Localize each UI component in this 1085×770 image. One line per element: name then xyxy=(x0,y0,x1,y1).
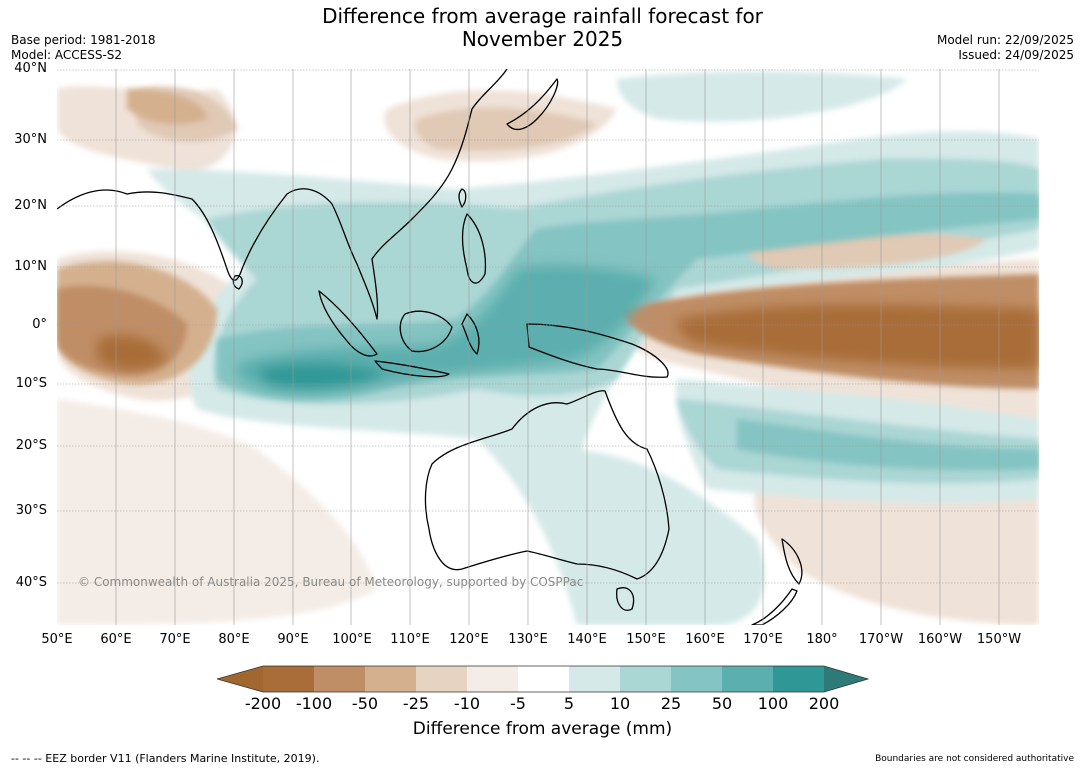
borneo-coast xyxy=(399,310,453,353)
lon-label: 120°E xyxy=(449,632,489,647)
java-coast xyxy=(374,360,450,378)
taiwan-coast xyxy=(458,188,467,208)
graticule xyxy=(57,69,1039,625)
lat-label: 0° xyxy=(32,317,47,332)
colorbar-tick: -10 xyxy=(453,694,481,713)
colorbar-cell xyxy=(671,666,722,692)
lat-label: 30°S xyxy=(15,503,47,518)
lat-label: 10°N xyxy=(14,259,47,274)
lon-label: 180° xyxy=(806,632,838,647)
new-zealand-south-coast xyxy=(751,588,798,625)
colorbar-tick: 50 xyxy=(711,694,733,713)
lon-label: 100°E xyxy=(332,632,372,647)
colorbar-cell xyxy=(773,666,824,692)
australia-coast xyxy=(424,390,670,580)
lon-label: 130°E xyxy=(508,632,548,647)
colorbar-cell xyxy=(416,666,467,692)
lon-label: 140°E xyxy=(567,632,607,647)
map-title: Difference from average rainfall forecas… xyxy=(0,5,1085,51)
colorbar-cell xyxy=(722,666,773,692)
meta-left: Base period: 1981-2018 Model: ACCESS-S2 xyxy=(11,33,156,63)
eez-border-note: -- -- -- EEZ border V11 (Flanders Marine… xyxy=(11,752,320,765)
lon-label: 110°E xyxy=(390,632,430,647)
title-line-1: Difference from average rainfall forecas… xyxy=(322,4,763,28)
colorbar-tick: -100 xyxy=(295,694,333,713)
anomaly-layer-extreme xyxy=(97,264,1039,394)
colorbar-cell xyxy=(314,666,365,692)
asia-coast xyxy=(57,69,508,320)
lon-label: 90°E xyxy=(277,632,309,647)
sumatra-coast xyxy=(318,290,378,357)
lat-label: 10°S xyxy=(15,376,47,391)
colorbar-tick: -50 xyxy=(351,694,379,713)
colorbar-cell xyxy=(620,666,671,692)
colorbar-cell xyxy=(518,666,569,692)
colorbar-tick: 25 xyxy=(660,694,682,713)
rainfall-map xyxy=(57,69,1039,625)
lon-label: 170°E xyxy=(743,632,783,647)
colorbar-label: Difference from average (mm) xyxy=(412,719,673,739)
issued-text: Issued: 24/09/2025 xyxy=(958,48,1074,62)
model-text: Model: ACCESS-S2 xyxy=(11,48,123,62)
colorbar-cell xyxy=(217,666,263,692)
base-period-text: Base period: 1981-2018 xyxy=(11,33,156,47)
colorbar-cell xyxy=(569,666,620,692)
meta-right: Model run: 22/09/2025 Issued: 24/09/2025 xyxy=(937,33,1074,63)
colorbar-tick: -200 xyxy=(244,694,282,713)
lat-label: 20°N xyxy=(14,198,47,213)
lon-label: 50°E xyxy=(41,632,73,647)
lon-label: 160°E xyxy=(685,632,725,647)
boundaries-disclaimer: Boundaries are not considered authoritat… xyxy=(875,754,1074,764)
colorbar-cell xyxy=(263,666,314,692)
lon-label: 150°E xyxy=(626,632,666,647)
japan-coast xyxy=(506,78,559,131)
lat-label: 30°N xyxy=(14,132,47,147)
colorbar-tick: 100 xyxy=(757,694,789,713)
lat-label: 20°S xyxy=(15,438,47,453)
lon-label: 160°W xyxy=(917,632,963,647)
lon-label: 150°W xyxy=(976,632,1022,647)
model-run-text: Model run: 22/09/2025 xyxy=(936,33,1074,47)
map-canvas xyxy=(57,69,1039,625)
philippines-coast xyxy=(461,213,487,284)
coastlines xyxy=(57,69,803,625)
lon-label: 80°E xyxy=(218,632,250,647)
lon-label: 170°W xyxy=(858,632,904,647)
lon-label: 60°E xyxy=(100,632,132,647)
lon-label: 70°E xyxy=(159,632,191,647)
colorbar-cell xyxy=(365,666,416,692)
new-guinea-coast xyxy=(526,323,669,378)
new-zealand-north-coast xyxy=(781,538,803,585)
title-line-2: November 2025 xyxy=(461,27,624,51)
colorbar-outline xyxy=(217,665,869,693)
colorbar-tick: -5 xyxy=(510,694,526,713)
colorbar xyxy=(217,665,869,693)
copyright-notice: © Commonwealth of Australia 2025, Bureau… xyxy=(78,575,584,589)
sri-lanka-coast xyxy=(232,275,243,290)
colorbar-tick: 5 xyxy=(563,694,575,713)
colorbar-cell xyxy=(824,666,868,692)
lat-label: 40°N xyxy=(14,61,47,76)
colorbar-cell xyxy=(467,666,518,692)
colorbar-tick: 200 xyxy=(808,694,840,713)
colorbar-tick: -25 xyxy=(402,694,430,713)
tasmania-coast xyxy=(616,587,635,611)
lat-label: 40°S xyxy=(15,575,47,590)
colorbar-tick: 10 xyxy=(609,694,631,713)
